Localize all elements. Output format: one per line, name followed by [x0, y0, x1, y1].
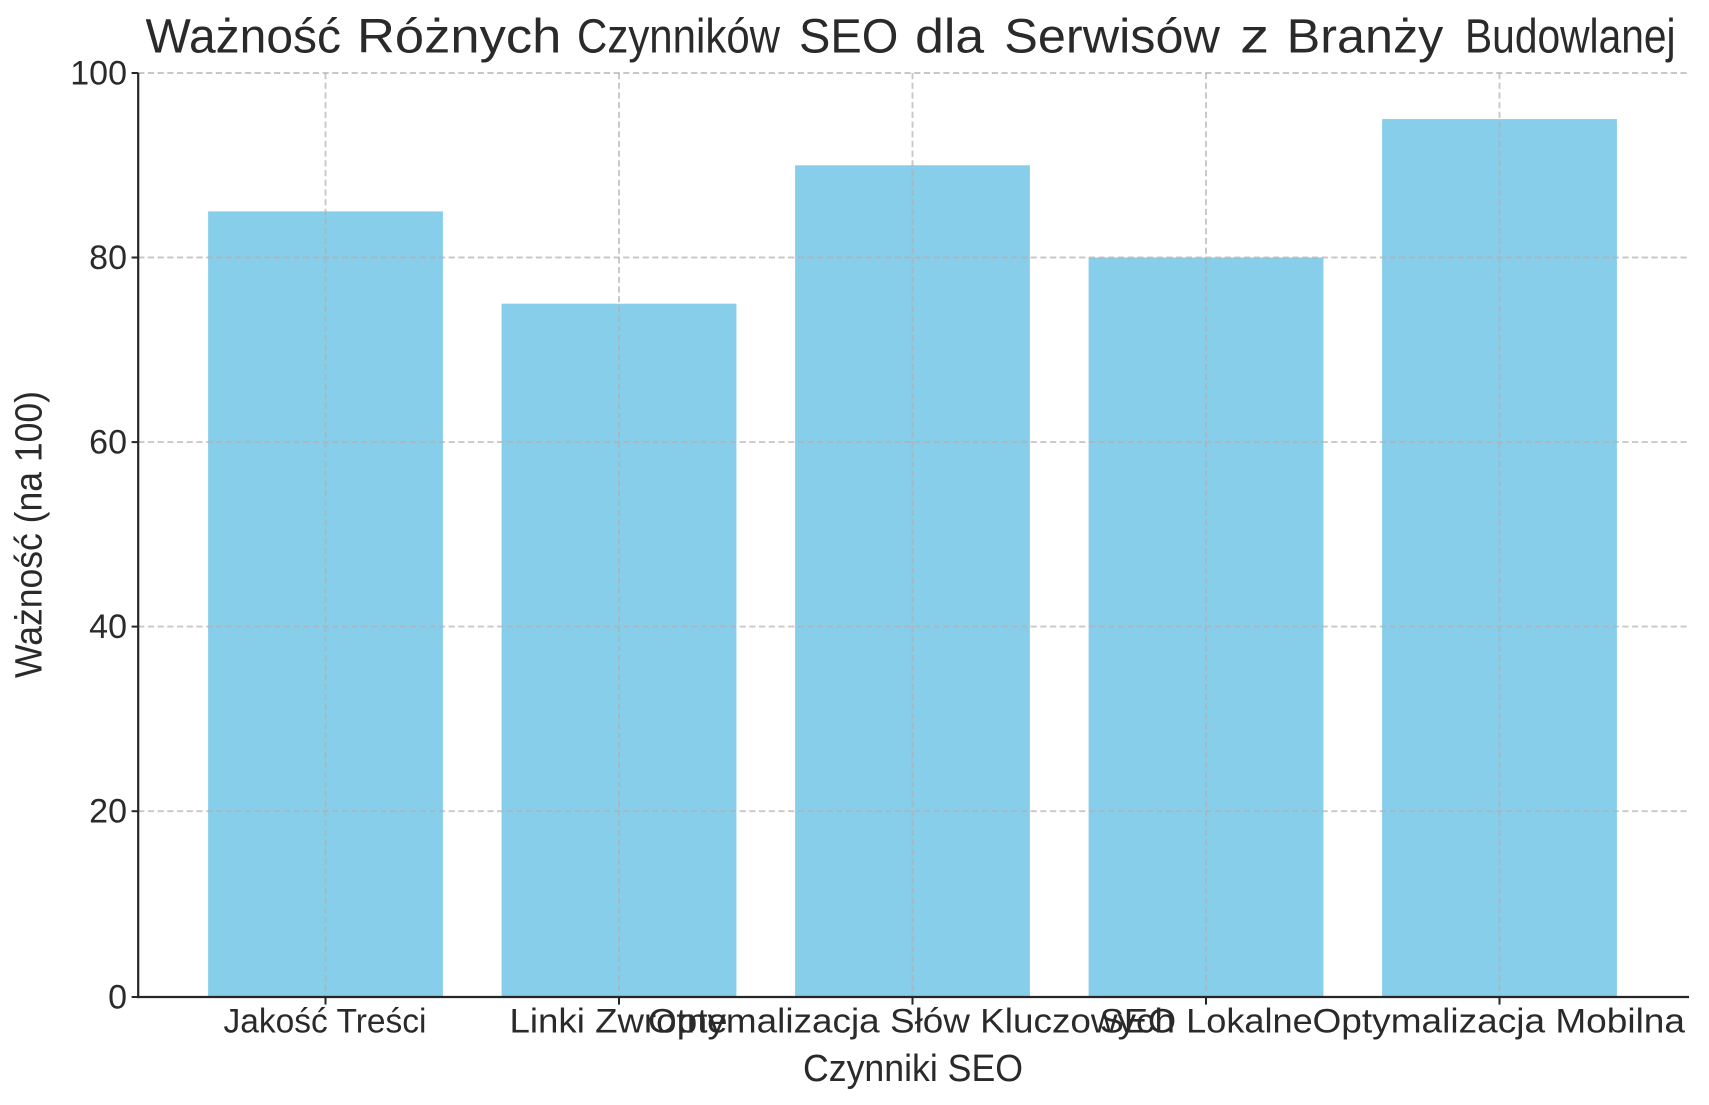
svg-text:Jakość Treści: Jakość Treści	[224, 1003, 427, 1041]
svg-text:Czynniki SEO: Czynniki SEO	[803, 1048, 1023, 1090]
svg-text:60: 60	[89, 424, 127, 462]
svg-text:Optymalizacja Mobilna: Optymalizacja Mobilna	[1313, 1003, 1686, 1041]
svg-text:Budowlanej: Budowlanej	[1465, 11, 1676, 64]
svg-text:100: 100	[70, 55, 127, 93]
svg-text:Serwisów: Serwisów	[1004, 11, 1220, 64]
svg-text:SEO: SEO	[799, 11, 898, 64]
svg-text:z: z	[1240, 11, 1269, 64]
svg-text:20: 20	[89, 793, 127, 831]
svg-text:Czynników: Czynników	[577, 11, 780, 64]
svg-text:80: 80	[89, 239, 127, 277]
svg-text:Różnych: Różnych	[357, 11, 561, 64]
svg-text:Branży: Branży	[1287, 11, 1444, 64]
svg-text:Linki Zwrotne: Linki Zwrotne	[510, 1003, 728, 1041]
svg-text:Ważność (na 100): Ważność (na 100)	[9, 391, 51, 678]
svg-text:dla: dla	[915, 11, 984, 64]
svg-text:40: 40	[89, 608, 127, 646]
svg-text:0: 0	[108, 979, 127, 1017]
svg-text:SEO Lokalne: SEO Lokalne	[1100, 1003, 1313, 1041]
svg-text:Optymalizacja Słów Kluczowych: Optymalizacja Słów Kluczowych	[648, 1003, 1175, 1041]
svg-text:Ważność: Ważność	[146, 11, 342, 64]
